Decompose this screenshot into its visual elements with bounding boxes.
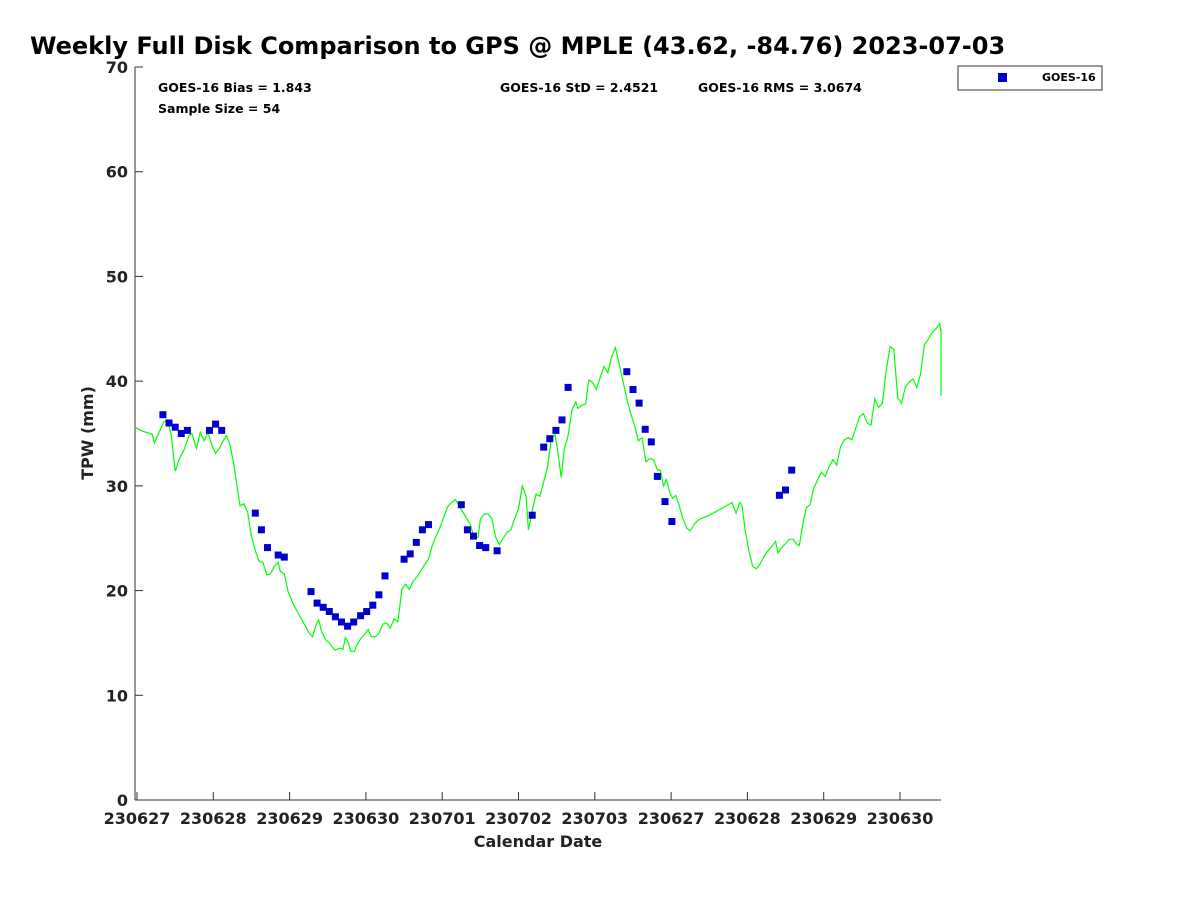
goes16-point [331, 613, 339, 621]
y-tick-label: 20 [106, 582, 128, 601]
legend-label-goes16: GOES-16 [1042, 71, 1096, 84]
plot-area [134, 322, 942, 652]
goes16-point [540, 443, 548, 451]
stat-sample-size: Sample Size = 54 [158, 101, 280, 116]
goes16-point [280, 553, 288, 561]
goes16-point [307, 588, 315, 596]
x-axis-label: Calendar Date [474, 832, 603, 851]
goes16-point [661, 498, 669, 506]
chart-title: Weekly Full Disk Comparison to GPS @ MPL… [30, 32, 1005, 60]
y-tick-label: 50 [106, 267, 128, 286]
y-tick-label: 10 [106, 686, 128, 705]
goes16-point [206, 426, 213, 434]
goes16-point [641, 425, 649, 433]
goes16-point [482, 544, 490, 552]
goes16-point [629, 386, 637, 393]
goes16-point [782, 486, 789, 494]
stat-bias: GOES-16 Bias = 1.843 [158, 80, 312, 95]
y-tick-label: 70 [106, 58, 128, 77]
x-tick-label: 230627 [638, 809, 705, 828]
goes16-point [775, 491, 783, 499]
goes16-series [159, 368, 796, 630]
goes16-point [218, 426, 226, 434]
goes16-point [400, 555, 408, 563]
goes16-point [425, 521, 432, 529]
goes16-point [177, 430, 185, 437]
goes16-point [338, 618, 345, 626]
goes16-point [635, 399, 643, 407]
goes16-point [165, 419, 173, 427]
x-tick-label: 230702 [485, 809, 552, 828]
axes [134, 67, 941, 801]
goes16-point [418, 526, 426, 534]
goes16-point [564, 383, 572, 391]
x-tick-label: 230628 [180, 809, 247, 828]
goes16-point [546, 435, 554, 443]
goes16-point [212, 420, 220, 428]
goes16-point [344, 622, 352, 630]
goes16-point [381, 572, 389, 580]
goes16-point [552, 426, 560, 434]
goes16-point [493, 547, 501, 555]
goes16-point [653, 472, 661, 480]
goes16-point [319, 603, 327, 611]
y-tick-label: 0 [117, 791, 128, 810]
goes16-point [357, 612, 365, 620]
y-tick-label: 40 [106, 372, 128, 391]
x-tick-label: 230703 [561, 809, 628, 828]
stat-std: GOES-16 StD = 2.4521 [500, 80, 658, 95]
goes16-point [558, 416, 566, 424]
x-tick-label: 230701 [409, 809, 476, 828]
x-tick-label: 230627 [104, 809, 171, 828]
goes16-point [668, 518, 676, 525]
goes16-point [476, 542, 484, 549]
gps-series-line [134, 322, 942, 652]
goes16-point [350, 618, 358, 626]
x-tick-label: 230628 [714, 809, 781, 828]
goes16-point [171, 423, 179, 431]
x-ticks: 230627 230628 230629 230630 230701 230702 2307… [104, 792, 934, 828]
y-ticks: 0 10 20 30 40 50 60 70 [106, 58, 143, 810]
goes16-point [264, 544, 271, 552]
stats-panel: GOES-16 Bias = 1.843 Sample Size = 54 GO… [158, 80, 862, 116]
goes16-point [457, 501, 465, 509]
goes16-point [406, 550, 414, 558]
x-tick-label: 230629 [790, 809, 857, 828]
goes16-point [463, 526, 471, 534]
goes16-point [412, 538, 420, 546]
goes16-point [623, 368, 631, 376]
x-tick-label: 230630 [333, 809, 400, 828]
stat-rms: GOES-16 RMS = 3.0674 [698, 80, 862, 95]
goes16-point [325, 608, 333, 615]
x-tick-label: 230629 [256, 809, 323, 828]
goes16-point [788, 466, 796, 474]
y-axis-label: TPW (mm) [78, 386, 97, 480]
x-tick-label: 230630 [867, 809, 934, 828]
goes16-point [375, 591, 383, 599]
goes16-point [363, 608, 371, 615]
goes16-point [369, 601, 377, 609]
legend-marker-goes16 [998, 73, 1007, 82]
goes16-point [183, 426, 191, 434]
goes16-point [159, 411, 167, 419]
goes16-point [313, 599, 321, 607]
y-tick-label: 60 [106, 163, 128, 182]
goes16-point [251, 509, 259, 517]
goes16-point [470, 532, 477, 540]
legend-box [957, 65, 1103, 91]
goes16-point [647, 438, 655, 446]
goes16-point [274, 551, 282, 559]
goes16-point [528, 511, 536, 519]
legend: GOES-16 [957, 65, 1103, 91]
goes16-point [257, 526, 265, 534]
y-tick-label: 30 [106, 477, 128, 496]
